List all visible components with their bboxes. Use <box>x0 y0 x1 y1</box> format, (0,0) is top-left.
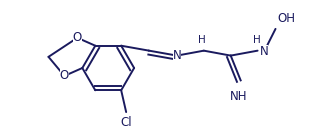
Text: H: H <box>253 35 260 45</box>
Text: O: O <box>60 69 69 82</box>
Text: N: N <box>260 45 268 58</box>
Text: NH: NH <box>230 90 247 103</box>
Text: OH: OH <box>278 12 295 25</box>
Text: O: O <box>73 31 82 44</box>
Text: H: H <box>198 35 206 45</box>
Text: Cl: Cl <box>120 116 132 129</box>
Text: N: N <box>173 49 181 62</box>
